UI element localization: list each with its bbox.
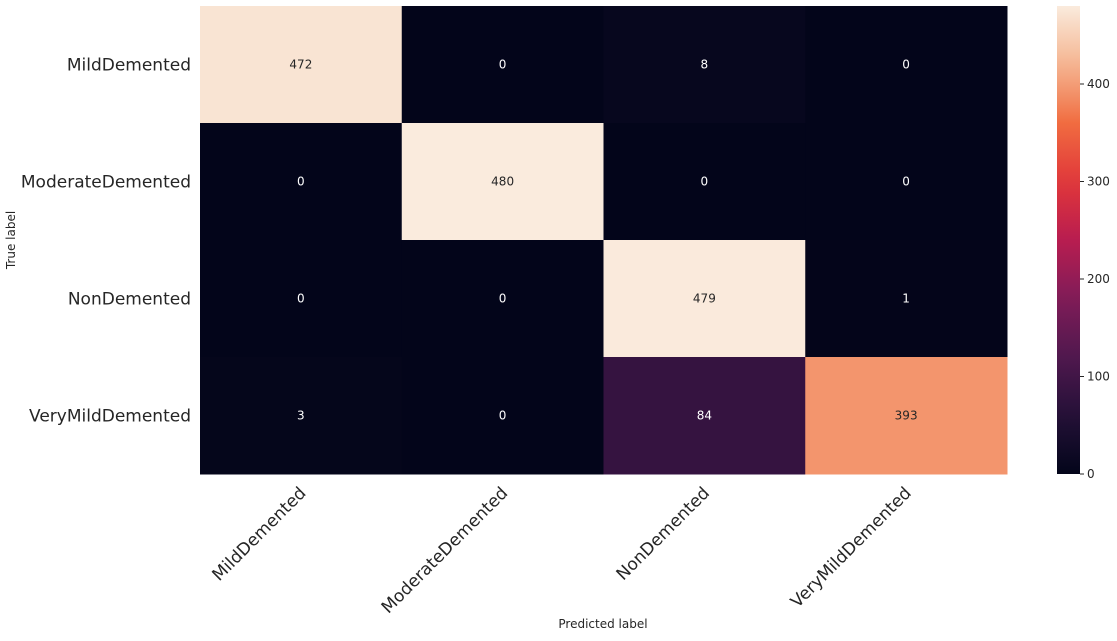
heatmap-cell: [805, 6, 1008, 124]
column-tick-label: MildDemented: [208, 483, 310, 585]
cell-value-label: 8: [701, 58, 709, 72]
cell-value-label: 3: [297, 409, 305, 423]
cell-value-label: 0: [701, 175, 709, 189]
colorbar-gradient: [1057, 6, 1080, 474]
heatmap-cell: [603, 6, 806, 124]
colorbar: 0 100 200 300 400: [1057, 6, 1110, 481]
heatmap-cell: [200, 357, 403, 475]
cell-value-label: 479: [693, 292, 716, 306]
cell-value-label: 0: [902, 175, 910, 189]
cell-value-label: 480: [491, 175, 514, 189]
colorbar-tick-label: 100: [1087, 370, 1110, 384]
column-tick-label: NonDemented: [613, 483, 714, 584]
row-tick-label: NonDemented: [68, 290, 191, 310]
heatmap-cell: [805, 123, 1008, 241]
colorbar-tick-label: 300: [1087, 175, 1110, 189]
colorbar-tick-label: 400: [1087, 77, 1110, 91]
heatmap-cell: [805, 357, 1008, 475]
colorbar-tick-label: 0: [1087, 467, 1095, 481]
heatmap-cell: [401, 123, 604, 241]
cell-value-label: 472: [289, 58, 312, 72]
cell-value-label: 0: [499, 58, 507, 72]
heatmap-cell: [200, 240, 403, 358]
column-labels: MildDemented ModerateDemented NonDemented V…: [208, 483, 915, 617]
row-tick-label: ModerateDemented: [21, 173, 191, 193]
cell-value-label: 84: [697, 409, 712, 423]
row-labels: MildDemented ModerateDemented NonDemented V…: [21, 56, 191, 427]
heatmap-cell: [805, 240, 1008, 358]
heatmap-cell: [401, 357, 604, 475]
column-tick-label: VeryMildDemented: [787, 483, 916, 612]
cell-value-label: 0: [499, 409, 507, 423]
heatmap-cells: 472 0 8 0 0 480 0 0 0 0 479 1 3 0 84 393: [200, 6, 1008, 475]
cell-value-label: 0: [297, 292, 305, 306]
cell-value-label: 0: [499, 292, 507, 306]
heatmap-cell: [603, 357, 806, 475]
cell-value-label: 0: [297, 175, 305, 189]
cell-value-label: 393: [895, 409, 918, 423]
cell-value-label: 1: [902, 292, 910, 306]
row-tick-label: VeryMildDemented: [29, 407, 191, 427]
heatmap-cell: [603, 123, 806, 241]
x-axis-title: Predicted label: [558, 617, 647, 631]
heatmap-cell: [603, 240, 806, 358]
heatmap-cell: [401, 240, 604, 358]
heatmap-cell: [401, 6, 604, 124]
cell-value-label: 0: [902, 58, 910, 72]
y-axis-title: True label: [4, 211, 18, 270]
row-tick-label: MildDemented: [67, 56, 191, 76]
heatmap-cell: [200, 123, 403, 241]
column-tick-label: ModerateDemented: [378, 483, 512, 617]
heatmap-cell: [200, 6, 403, 124]
colorbar-tick-label: 200: [1087, 272, 1110, 286]
